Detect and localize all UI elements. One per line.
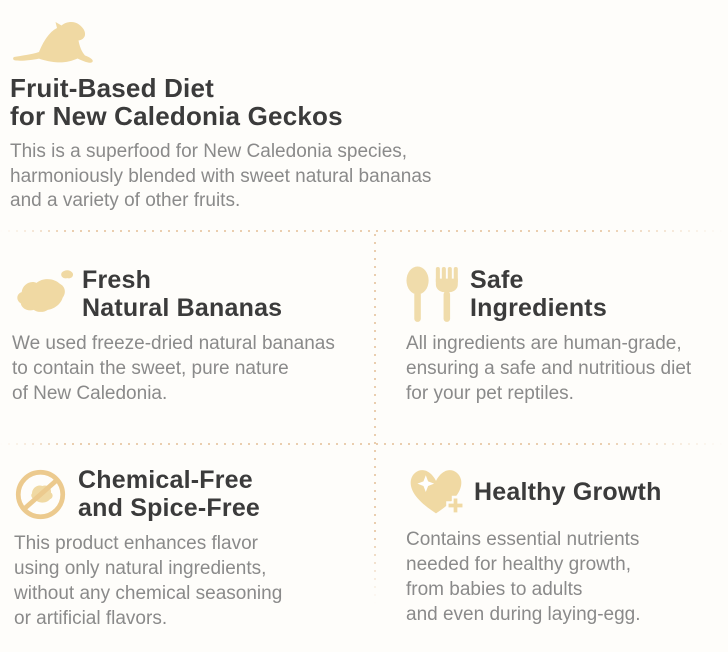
feature-title: Healthy Growth <box>474 478 662 506</box>
divider-horizontal-middle <box>0 443 728 445</box>
gecko-icon <box>13 21 93 63</box>
feature-description: This product enhances flavor using only … <box>14 533 283 629</box>
feature-header: Safe Ingredients <box>406 266 726 322</box>
feature-card-healthy-growth: Healthy Growth Contains essential nutrie… <box>406 466 726 627</box>
heart-cross-icon <box>410 470 465 515</box>
feature-title: Fresh Natural Bananas <box>82 266 283 322</box>
feature-description: All ingredients are human-grade, ensurin… <box>406 333 692 404</box>
banana-icon <box>17 270 74 312</box>
feature-title: Chemical-Free and Spice-Free <box>78 466 261 522</box>
feature-card-fresh-natural-bananas: Fresh Natural Bananas We used freeze-dri… <box>12 266 374 406</box>
feature-header: Healthy Growth <box>406 466 726 518</box>
spoon-fork-icon <box>406 266 458 322</box>
feature-card-safe-ingredients: Safe Ingredients All ingredients are hum… <box>406 266 726 406</box>
no-chemical-icon <box>15 469 66 519</box>
feature-description: Contains essential nutrients needed for … <box>406 529 641 625</box>
page-title: Fruit-Based Diet for New Caledonia Gecko… <box>10 73 343 131</box>
feature-title: Safe Ingredients <box>470 266 607 322</box>
feature-description: We used freeze-dried natural bananas to … <box>12 333 335 404</box>
feature-header: Fresh Natural Bananas <box>12 266 374 322</box>
feature-card-chemical-free: Chemical-Free and Spice-Free This produc… <box>14 466 374 631</box>
divider-horizontal-top <box>0 230 728 232</box>
feature-header: Chemical-Free and Spice-Free <box>14 466 374 522</box>
divider-vertical <box>374 234 376 606</box>
page-description: This is a superfood for New Caledonia sp… <box>10 141 432 211</box>
